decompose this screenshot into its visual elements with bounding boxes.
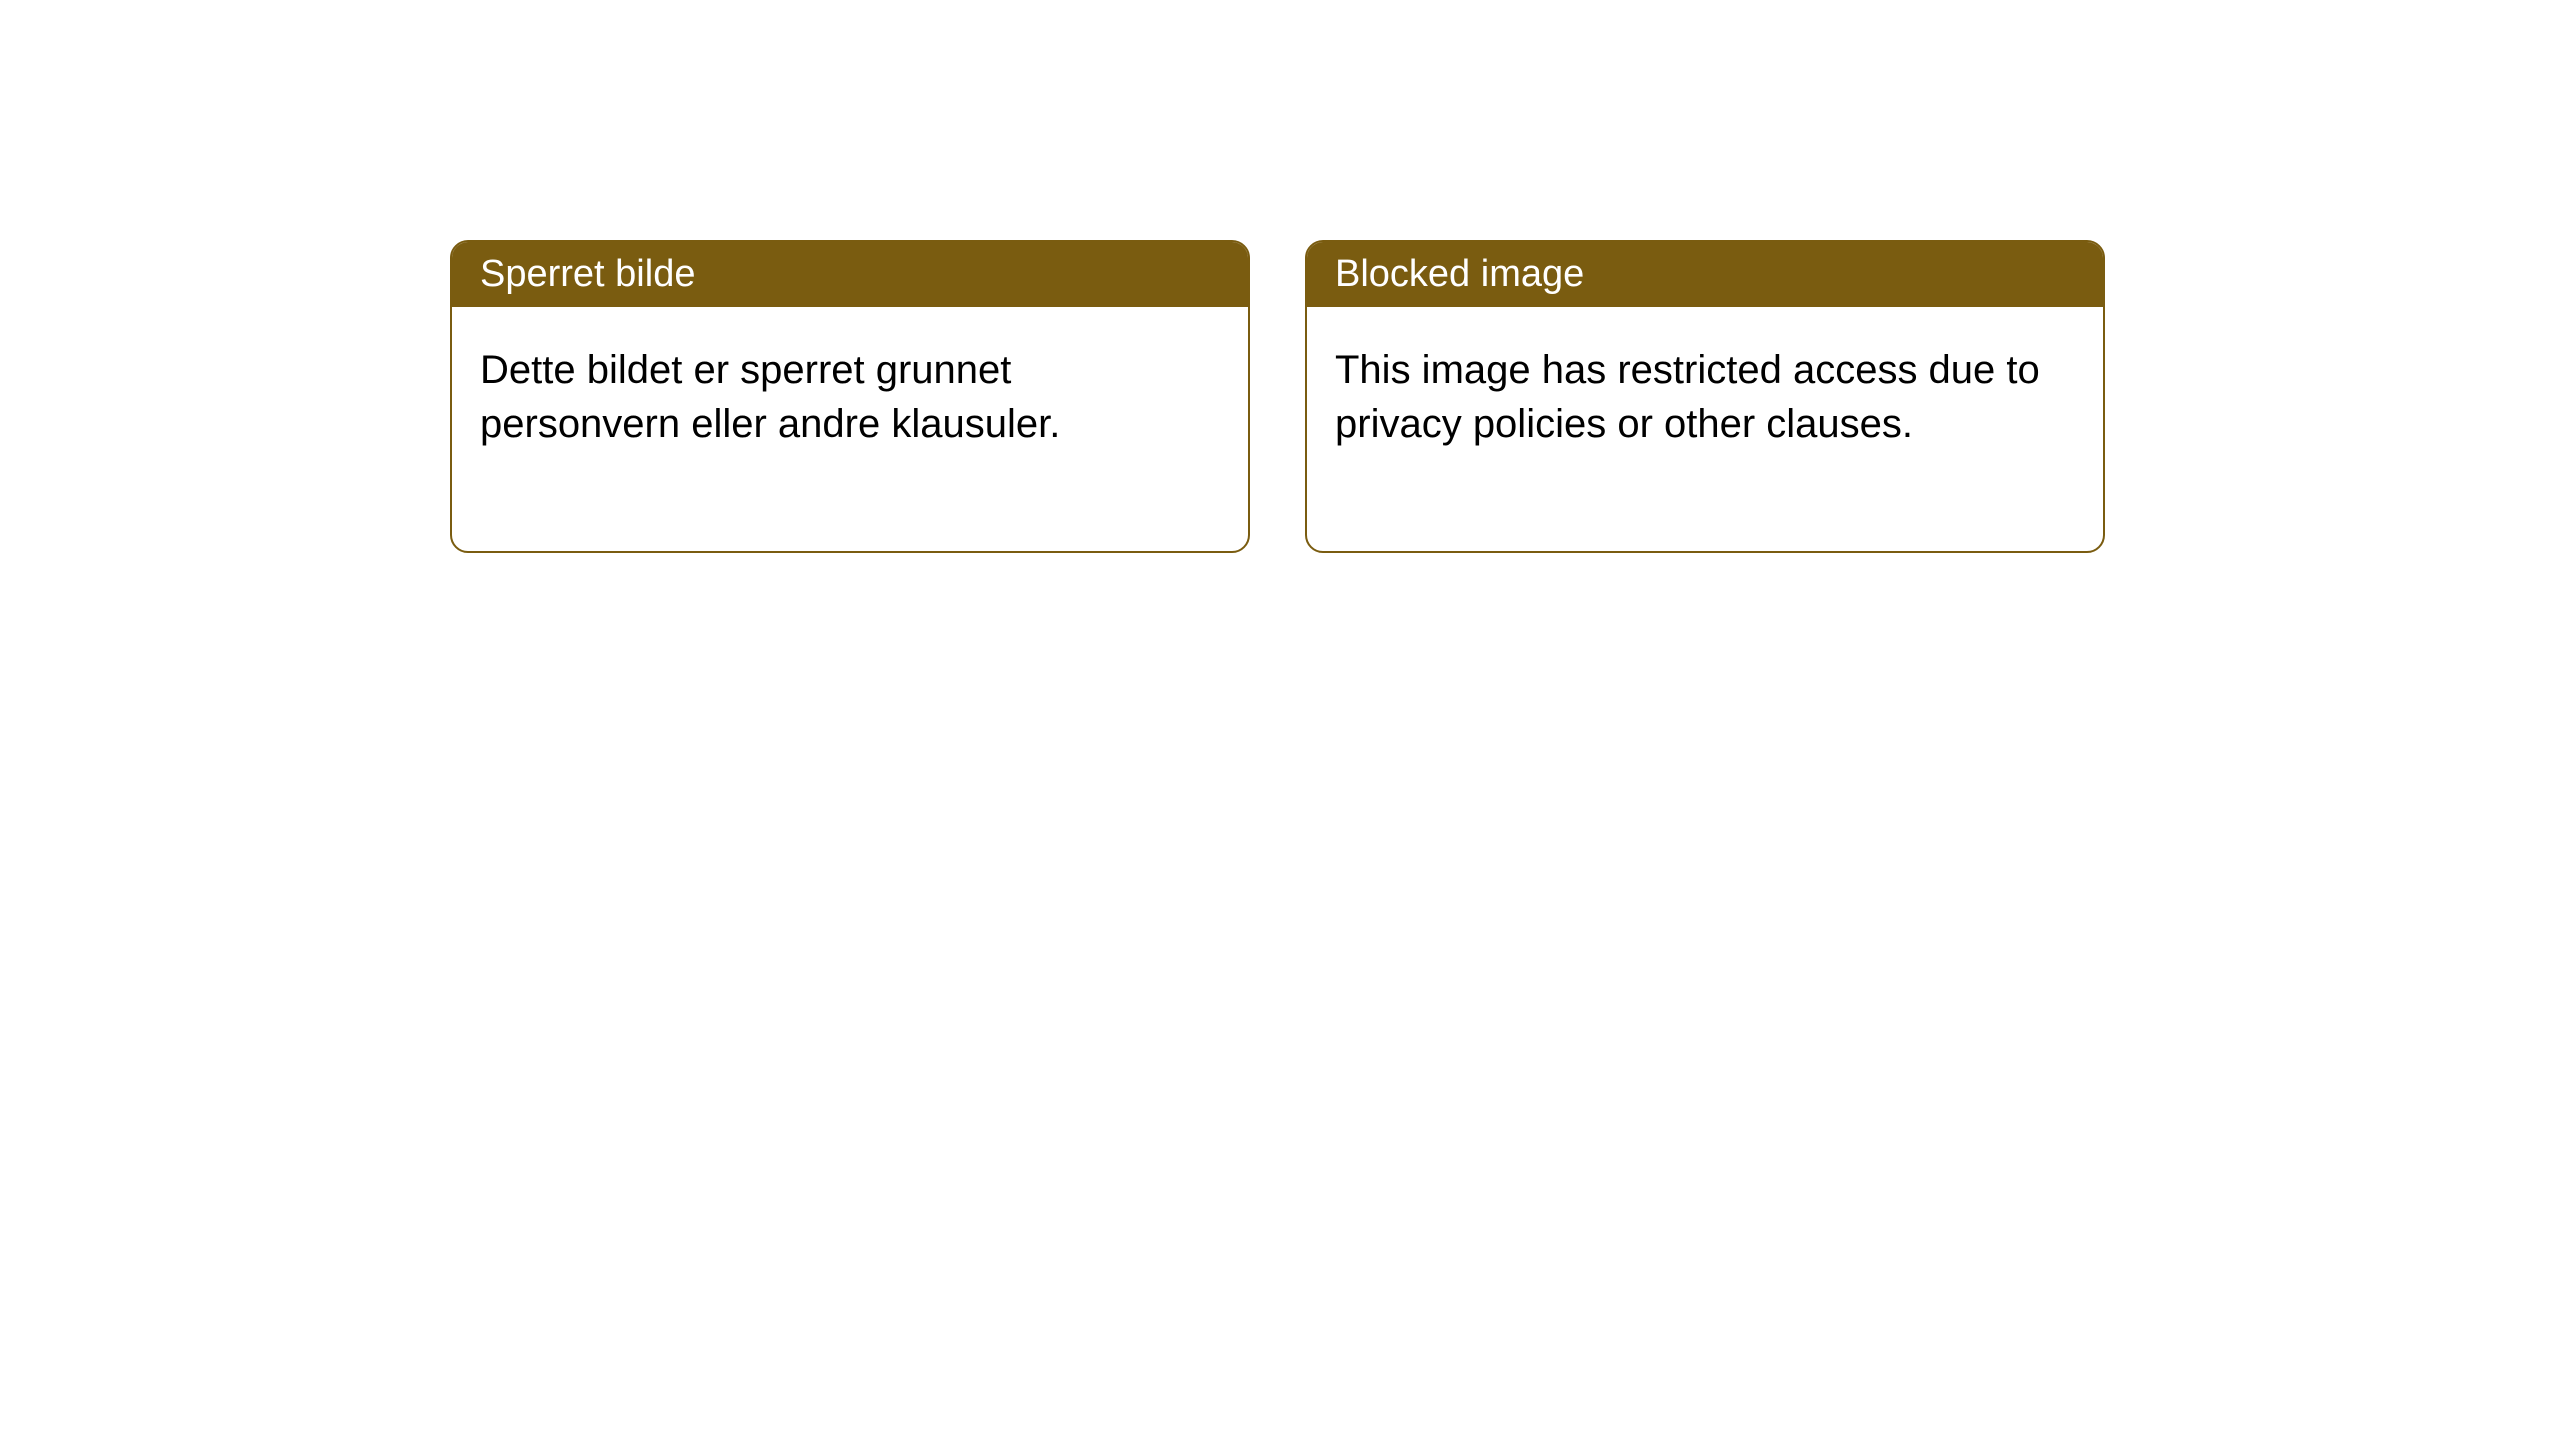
card-body-text: Dette bildet er sperret grunnet personve… — [480, 348, 1060, 446]
card-body: This image has restricted access due to … — [1307, 307, 2103, 551]
card-header: Sperret bilde — [452, 242, 1248, 307]
card-title: Sperret bilde — [480, 253, 695, 295]
notice-card-norwegian: Sperret bilde Dette bildet er sperret gr… — [450, 240, 1250, 553]
notice-cards-container: Sperret bilde Dette bildet er sperret gr… — [450, 240, 2105, 553]
card-title: Blocked image — [1335, 253, 1584, 295]
card-body-text: This image has restricted access due to … — [1335, 348, 2040, 446]
notice-card-english: Blocked image This image has restricted … — [1305, 240, 2105, 553]
card-body: Dette bildet er sperret grunnet personve… — [452, 307, 1248, 551]
card-header: Blocked image — [1307, 242, 2103, 307]
